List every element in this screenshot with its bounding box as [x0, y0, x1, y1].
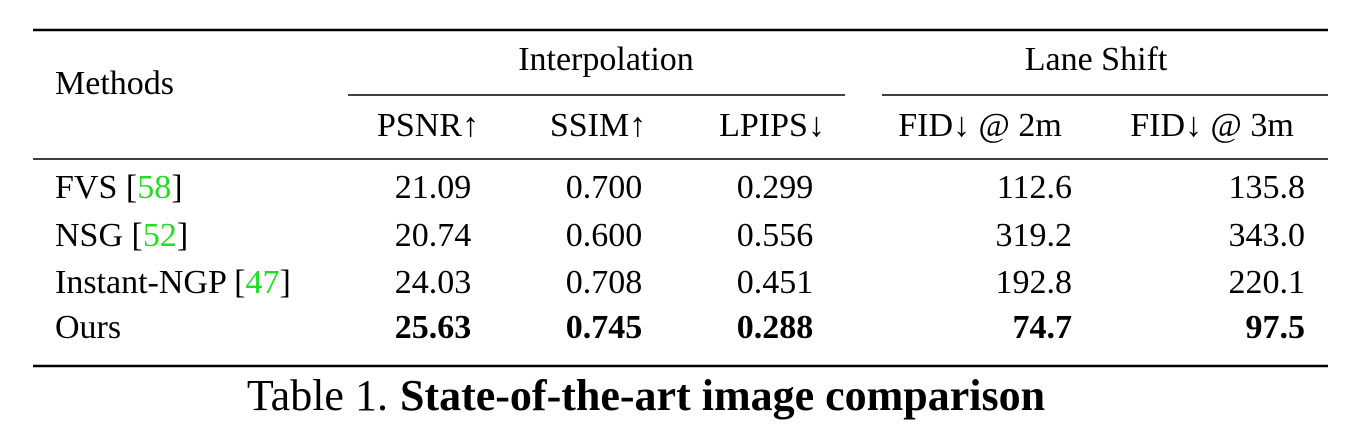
- value-cell: 24.03: [395, 264, 472, 301]
- column-header: FID↓ @ 2m: [898, 107, 1062, 144]
- value-cell: 192.8: [996, 264, 1073, 301]
- column-header: FID↓ @ 3m: [1130, 107, 1294, 144]
- group-header: Lane Shift: [1025, 41, 1168, 78]
- value-cell: 319.2: [996, 217, 1073, 254]
- citation: 47: [245, 264, 279, 301]
- value-cell: 0.288: [737, 309, 814, 346]
- method-text: ]: [171, 169, 182, 206]
- method-text: NSG [: [55, 217, 143, 254]
- value-cell: 21.09: [395, 169, 472, 206]
- value-cell: 0.299: [737, 169, 814, 206]
- value-cell: 0.700: [566, 169, 643, 206]
- value-cell: 0.600: [566, 217, 643, 254]
- value-cell: 0.708: [566, 264, 643, 301]
- caption: Table 1. State-of-the-art image compariso…: [247, 371, 1045, 420]
- citation: 58: [137, 169, 171, 206]
- value-cell: 74.7: [1013, 309, 1073, 346]
- method-text: Instant-NGP [: [55, 264, 245, 301]
- value-cell: 112.6: [997, 169, 1072, 206]
- column-header: SSIM↑: [550, 107, 646, 144]
- value-cell: 220.1: [1229, 264, 1306, 301]
- value-cell: 25.63: [395, 309, 472, 346]
- value-cell: 135.8: [1229, 169, 1306, 206]
- value-cell: 343.0: [1229, 217, 1306, 254]
- column-header: LPIPS↓: [719, 107, 825, 144]
- method-text: FVS [: [55, 169, 137, 206]
- value-cell: 0.451: [737, 264, 814, 301]
- method-cell: NSG [52]: [55, 217, 188, 254]
- citation: 52: [143, 217, 177, 254]
- method-text: Ours: [55, 309, 121, 346]
- value-cell: 20.74: [395, 217, 472, 254]
- method-cell: FVS [58]: [55, 169, 183, 206]
- method-text: ]: [279, 264, 290, 301]
- method-header: Methods: [55, 65, 174, 102]
- method-text: ]: [177, 217, 188, 254]
- caption-label: Table 1.: [247, 371, 388, 420]
- value-cell: 0.745: [566, 309, 643, 346]
- method-cell: Ours: [55, 309, 121, 346]
- method-cell: Instant-NGP [47]: [55, 264, 291, 301]
- caption-text: State-of-the-art image comparison: [400, 371, 1045, 420]
- value-cell: 0.556: [737, 217, 814, 254]
- value-cell: 97.5: [1246, 309, 1306, 346]
- column-header: PSNR↑: [377, 107, 479, 144]
- group-header: Interpolation: [518, 41, 694, 78]
